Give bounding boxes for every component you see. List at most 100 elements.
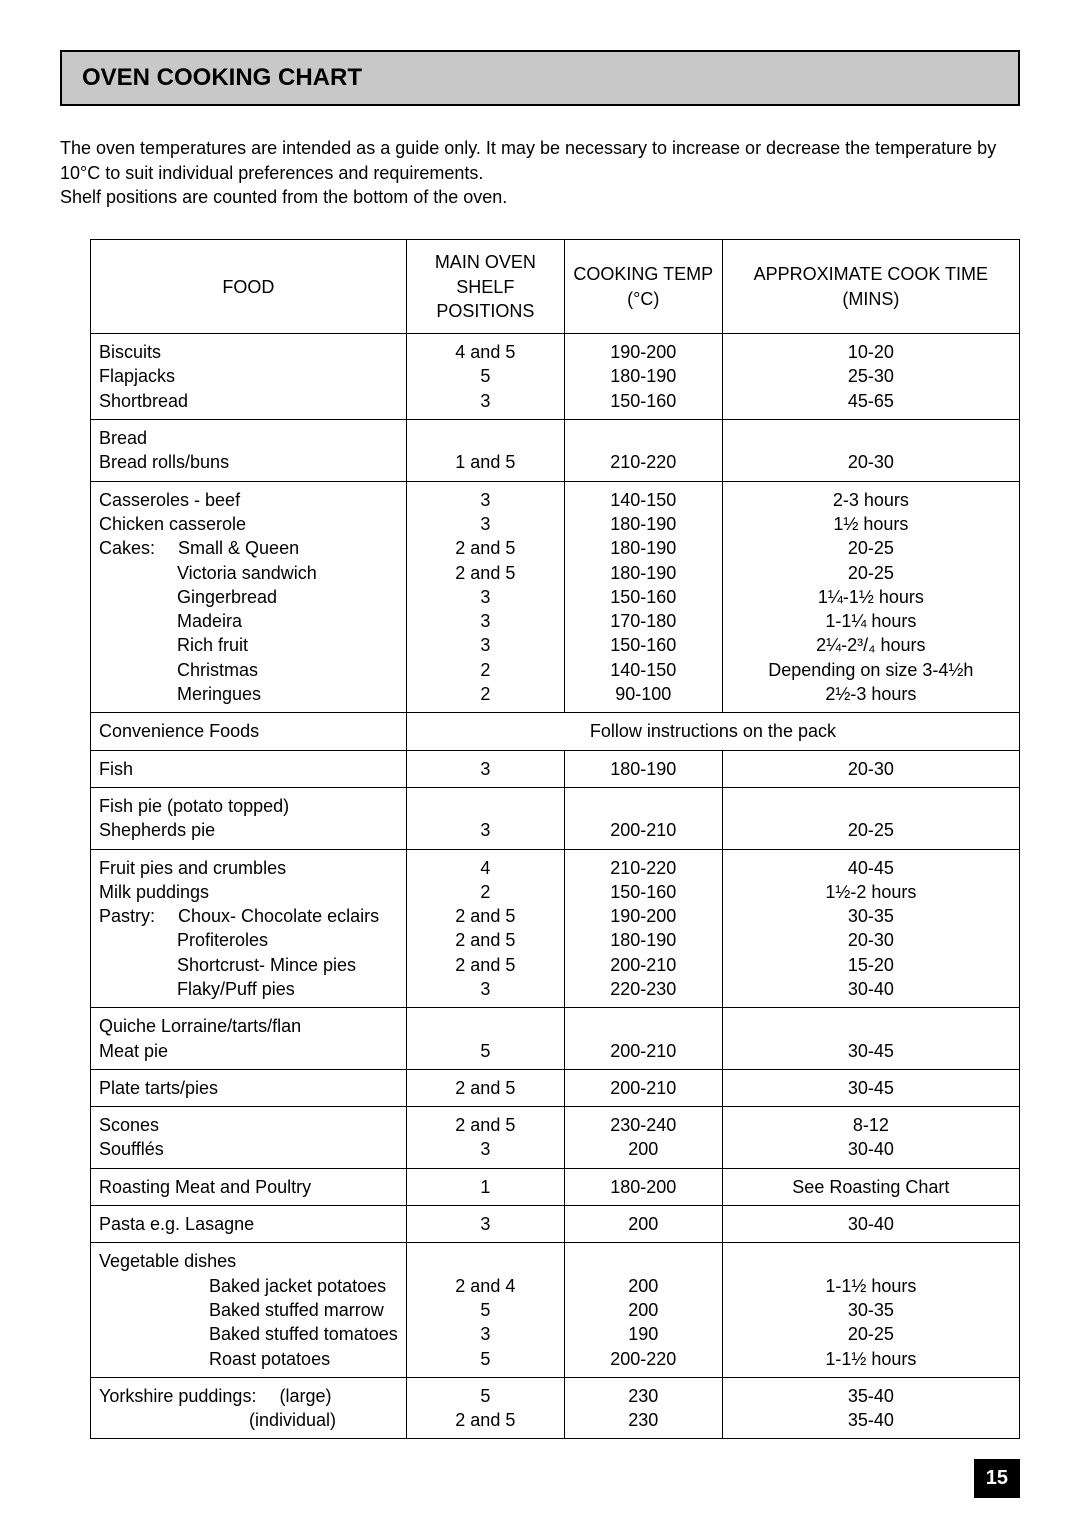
- food-item: Pasta e.g. Lasagne: [99, 1212, 398, 1236]
- cell-time: 10-2025-3045-65: [722, 334, 1019, 420]
- intro-line-2: Shelf positions are counted from the bot…: [60, 185, 1020, 209]
- table-row: Casseroles - beefChicken casseroleCakes:…: [91, 481, 1020, 713]
- cell-value: 1½-2 hours: [731, 880, 1011, 904]
- cell-value: 140-150: [573, 488, 714, 512]
- cell-value: 150-160: [573, 880, 714, 904]
- table-row: Plate tarts/pies2 and 5200-21030-45: [91, 1069, 1020, 1106]
- header-row: FOOD MAIN OVEN SHELF POSITIONS COOKING T…: [91, 240, 1020, 334]
- cell-time: 1-1½ hours30-3520-251-1½ hours: [722, 1243, 1019, 1377]
- category-label: Pastry:: [99, 904, 155, 928]
- header-food: FOOD: [91, 240, 407, 334]
- cell-temp: 230230: [564, 1377, 722, 1439]
- sub-item: Baked jacket potatoes: [99, 1274, 398, 1298]
- food-item: Convenience Foods: [99, 719, 398, 743]
- cell-time: 8-1230-40: [722, 1107, 1019, 1169]
- sub-item: Roast potatoes: [99, 1347, 398, 1371]
- cell-value: 180-190: [573, 512, 714, 536]
- sub-item: Rich fruit: [99, 633, 398, 657]
- cell-value: 2 and 4: [415, 1274, 556, 1298]
- cell-value: 200-210: [573, 953, 714, 977]
- cell-value: 230-240: [573, 1113, 714, 1137]
- header-time: APPROXIMATE COOK TIME (MINS): [722, 240, 1019, 334]
- table-row: Yorkshire puddings: (large)(individual)5…: [91, 1377, 1020, 1439]
- table-row: Vegetable dishesBaked jacket potatoesBak…: [91, 1243, 1020, 1377]
- cell-value: 3: [415, 633, 556, 657]
- cell-value: 190-200: [573, 340, 714, 364]
- food-item: Flapjacks: [99, 364, 398, 388]
- cell-value: 3: [415, 389, 556, 413]
- cell-shelf: 3: [406, 1206, 564, 1243]
- cell-temp: 200-210: [564, 1069, 722, 1106]
- cell-value: [573, 426, 714, 450]
- cell-value: [573, 794, 714, 818]
- sub-item: Madeira: [99, 609, 398, 633]
- cell-temp: 210-220150-160190-200180-190200-210220-2…: [564, 849, 722, 1008]
- sub-item: Baked stuffed marrow: [99, 1298, 398, 1322]
- cell-value: 90-100: [573, 682, 714, 706]
- cell-shelf: 332 and 52 and 533322: [406, 481, 564, 713]
- cell-shelf: 3: [406, 787, 564, 849]
- cell-note: Follow instructions on the pack: [406, 713, 1019, 750]
- sub-item: Christmas: [99, 658, 398, 682]
- cell-value: 35-40: [731, 1408, 1011, 1432]
- cell-time: 20-30: [722, 750, 1019, 787]
- cell-shelf: 3: [406, 750, 564, 787]
- cell-value: 200-210: [573, 1076, 714, 1100]
- cell-temp: 200-210: [564, 787, 722, 849]
- cell-food: Vegetable dishesBaked jacket potatoesBak…: [91, 1243, 407, 1377]
- cell-food: Quiche Lorraine/tarts/flanMeat pie: [91, 1008, 407, 1070]
- cell-value: 2 and 5: [415, 561, 556, 585]
- food-item: Fruit pies and crumbles: [99, 856, 398, 880]
- cell-value: [731, 1014, 1011, 1038]
- cell-value: 3: [415, 488, 556, 512]
- cell-value: 20-30: [731, 450, 1011, 474]
- cell-value: Depending on size 3-4½h: [731, 658, 1011, 682]
- cell-value: 2: [415, 658, 556, 682]
- cell-temp: 180-190: [564, 750, 722, 787]
- cell-value: 230: [573, 1408, 714, 1432]
- cell-shelf: 422 and 52 and 52 and 53: [406, 849, 564, 1008]
- sub-item: Choux- Chocolate eclairs: [155, 906, 379, 926]
- cell-value: 15-20: [731, 953, 1011, 977]
- cell-value: 180-190: [573, 561, 714, 585]
- cell-food: Convenience Foods: [91, 713, 407, 750]
- cell-value: 140-150: [573, 658, 714, 682]
- cell-value: [415, 1014, 556, 1038]
- cell-value: 210-220: [573, 856, 714, 880]
- cell-value: 5: [415, 1039, 556, 1063]
- cell-shelf: 52 and 5: [406, 1377, 564, 1439]
- cell-value: [415, 426, 556, 450]
- cell-value: 200-220: [573, 1347, 714, 1371]
- cell-temp: 190-200180-190150-160: [564, 334, 722, 420]
- sub-item: Meringues: [99, 682, 398, 706]
- cell-shelf: 5: [406, 1008, 564, 1070]
- cell-value: 2 and 5: [415, 953, 556, 977]
- cell-value: 180-190: [573, 757, 714, 781]
- cell-value: 1-1½ hours: [731, 1347, 1011, 1371]
- cell-value: 20-25: [731, 1322, 1011, 1346]
- cell-value: 45-65: [731, 389, 1011, 413]
- food-item: Shepherds pie: [99, 818, 398, 842]
- cell-value: 20-30: [731, 928, 1011, 952]
- sub-item: (individual): [99, 1408, 398, 1432]
- cell-value: 190-200: [573, 904, 714, 928]
- sub-item: Victoria sandwich: [99, 561, 398, 585]
- cell-value: 2: [415, 682, 556, 706]
- cell-value: 2: [415, 880, 556, 904]
- header-temp: COOKING TEMP (°C): [564, 240, 722, 334]
- cell-shelf: 2 and 53: [406, 1107, 564, 1169]
- sub-item: Shortcrust- Mince pies: [99, 953, 398, 977]
- cell-value: 20-25: [731, 536, 1011, 560]
- cell-value: 180-190: [573, 364, 714, 388]
- cell-value: [731, 426, 1011, 450]
- cell-temp: 230-240200: [564, 1107, 722, 1169]
- cell-value: 2½-3 hours: [731, 682, 1011, 706]
- cell-value: 2-3 hours: [731, 488, 1011, 512]
- cell-value: 2 and 5: [415, 1076, 556, 1100]
- cell-value: 200-210: [573, 818, 714, 842]
- cell-value: 200: [573, 1137, 714, 1161]
- food-item: Fish pie (potato topped): [99, 794, 398, 818]
- page-title: OVEN COOKING CHART: [62, 52, 1018, 104]
- food-item: Soufflés: [99, 1137, 398, 1161]
- cell-value: 5: [415, 1347, 556, 1371]
